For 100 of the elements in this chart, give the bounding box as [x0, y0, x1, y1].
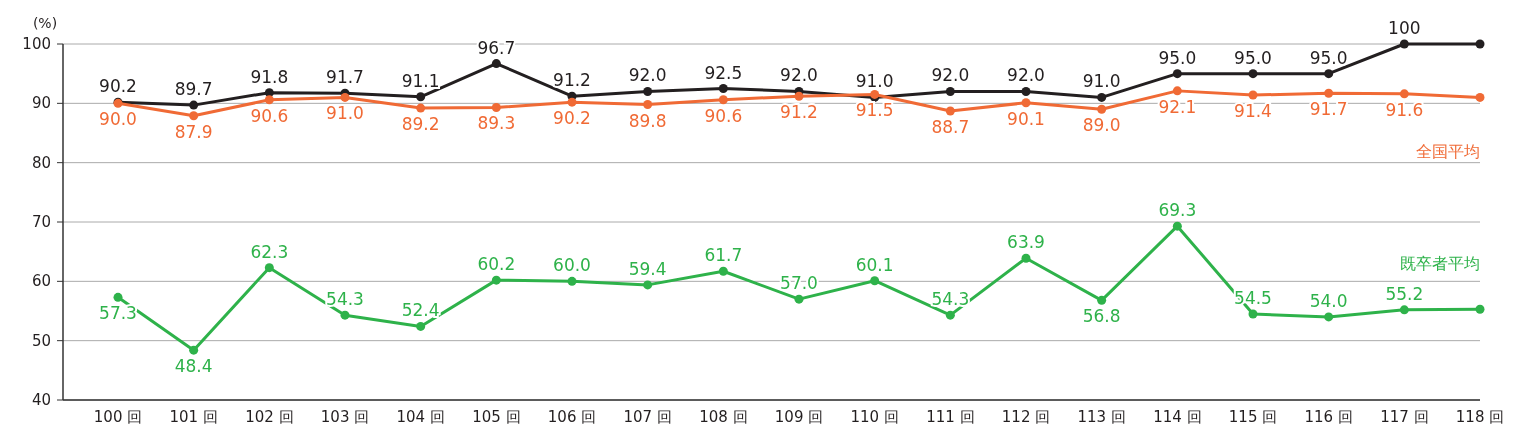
data-label: 91.5: [855, 100, 894, 121]
data-label: 89.0: [1082, 115, 1121, 136]
point: [491, 275, 501, 285]
data-label: 60.1: [855, 254, 894, 275]
point: [794, 91, 804, 101]
data-label: 95.0: [1309, 47, 1348, 68]
y-axis-title: (%): [32, 15, 58, 31]
x-tick-label: 110 回: [850, 408, 899, 426]
data-label: 55.2: [1385, 283, 1424, 304]
point: [1324, 88, 1334, 98]
point: [567, 97, 577, 107]
point: [1475, 304, 1485, 314]
data-label: 60.0: [553, 255, 591, 276]
point: [1248, 309, 1258, 319]
data-label: 91.1: [401, 70, 440, 91]
point: [1172, 69, 1182, 79]
data-label: 60.2: [477, 254, 516, 275]
point: [1399, 89, 1409, 99]
point: [643, 86, 653, 96]
data-label: 57.0: [780, 273, 818, 294]
data-label: 91.0: [1082, 71, 1121, 92]
point: [643, 100, 653, 110]
point: [718, 84, 728, 93]
point: [189, 345, 199, 355]
data-label: 95.0: [1158, 47, 1197, 68]
data-label: 62.3: [250, 241, 289, 262]
point: [1172, 86, 1182, 96]
data-label: 89.2: [401, 114, 440, 135]
data-label: 54.3: [326, 289, 364, 310]
data-label: 92.1: [1158, 96, 1197, 117]
data-label: 89.8: [628, 110, 667, 131]
point: [643, 280, 653, 290]
point: [945, 310, 955, 320]
x-tick-label: 111 回: [926, 408, 975, 426]
data-label: 91.2: [780, 102, 818, 123]
data-label: 61.7: [704, 245, 743, 266]
data-label: 59.4: [628, 258, 667, 279]
data-label: 91.7: [1309, 99, 1348, 120]
x-tick-label: 102 回: [245, 408, 294, 426]
point: [567, 276, 577, 286]
x-tick-label: 115 回: [1228, 408, 1278, 426]
y-tick-label: 70: [31, 213, 51, 231]
point: [189, 111, 199, 121]
x-tick-label: 116 回: [1304, 408, 1353, 426]
data-label: 90.2: [99, 76, 137, 97]
data-label: 89.3: [477, 113, 516, 134]
x-tick-label: 107 回: [623, 408, 672, 426]
data-label: 54.3: [931, 289, 970, 310]
data-label: 56.8: [1082, 306, 1121, 327]
text: 全国平均: [1416, 142, 1480, 162]
point: [416, 321, 426, 331]
data-label: 92.0: [780, 65, 818, 86]
point: [264, 95, 274, 105]
x-tick-label: 108 回: [699, 408, 748, 426]
data-label: 88.7: [931, 117, 970, 138]
data-label: 91.7: [326, 67, 364, 88]
y-tick-label: 50: [31, 331, 51, 350]
data-label: 91.0: [855, 71, 894, 92]
point: [491, 59, 501, 69]
point: [1399, 39, 1409, 49]
point: [1097, 92, 1107, 102]
point: [1097, 104, 1107, 114]
data-label: 54.0: [1309, 290, 1348, 311]
x-tick-label: 114 回: [1153, 408, 1202, 426]
data-label: 91.2: [553, 70, 591, 91]
x-tick-label: 101 回: [169, 408, 218, 426]
data-label: 90.6: [250, 105, 289, 126]
x-tick-label: 109 回: [774, 408, 824, 426]
data-label: 92.0: [628, 65, 667, 86]
point: [416, 103, 426, 113]
data-label: 52.4: [401, 300, 440, 321]
point: [1021, 98, 1031, 108]
point: [870, 276, 880, 286]
x-tick-label: 112 回: [1001, 408, 1051, 426]
point: [794, 294, 804, 304]
point: [945, 106, 955, 116]
point: [945, 86, 955, 96]
point: [1248, 69, 1258, 79]
data-label: 91.8: [250, 66, 289, 87]
y-tick-label: 90: [31, 94, 51, 113]
data-label: 92.0: [931, 65, 970, 86]
y-tick-label: 80: [31, 153, 51, 172]
data-label: 89.7: [174, 79, 213, 100]
data-label: 90.0: [99, 109, 137, 130]
data-label: 92.5: [704, 62, 743, 83]
data-label: 90.6: [704, 105, 743, 126]
x-tick-label: 117 回: [1380, 408, 1429, 426]
point: [1172, 221, 1182, 231]
point: [718, 95, 728, 105]
data-label: 91.0: [326, 103, 364, 124]
data-label: 92.0: [1007, 65, 1045, 86]
series-label: 既卒者平均: [1400, 254, 1480, 274]
data-label: 90.2: [553, 108, 591, 129]
data-label: 90.1: [1007, 108, 1045, 129]
data-label: 48.4: [174, 356, 213, 377]
point: [416, 92, 426, 102]
x-tick-label: 113 回: [1077, 408, 1126, 426]
y-tick-label: 40: [31, 391, 51, 409]
point: [264, 263, 274, 273]
x-tick-label: 104 回: [396, 408, 445, 426]
